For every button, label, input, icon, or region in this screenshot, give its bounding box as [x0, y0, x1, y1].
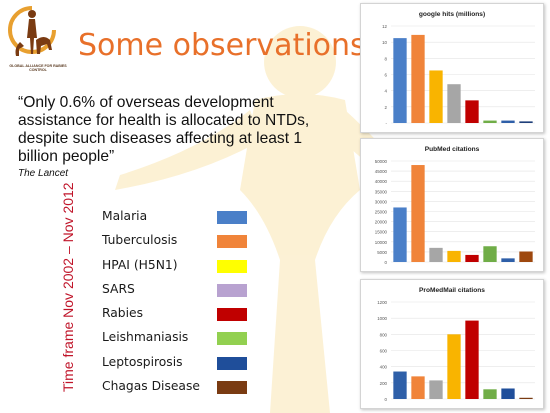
bar-leishmaniasis: [483, 120, 497, 123]
y-tick-label: 45000: [375, 169, 388, 174]
legend-swatch: [217, 283, 247, 297]
legend-swatch: [217, 235, 247, 249]
legend-swatch: [217, 259, 247, 273]
bar-tuberculosis: [411, 165, 425, 262]
y-tick-label: 20000: [375, 220, 388, 225]
chart-title: ProMedMail citations: [419, 287, 485, 294]
chart-title: google hits (millions): [419, 11, 485, 18]
bar-rabies: [465, 320, 479, 399]
y-tick-label: 25000: [375, 210, 388, 215]
y-tick-label: 2: [385, 105, 388, 110]
y-tick-label: 40000: [375, 179, 388, 184]
google-hits-chart: google hits (millions) - 2 4 6 8 10 12: [360, 3, 544, 133]
bar-rabies: [465, 100, 479, 123]
y-tick-label: 800: [380, 332, 388, 337]
y-tick-label: 0: [385, 397, 388, 402]
y-tick-label: 200: [380, 381, 388, 386]
bar-chagas-disease: [519, 251, 533, 262]
y-tick-label: 8: [385, 56, 388, 61]
y-tick-label: 12: [382, 24, 387, 29]
y-tick-label: 35000: [375, 189, 388, 194]
y-tick-label: 15000: [375, 230, 388, 235]
bar-tuberculosis: [411, 376, 425, 399]
bar-hpai-h5n1-: [429, 247, 443, 262]
chart-svg: PubMed citations 0 5000 10000 15000 20000 2500…: [375, 146, 535, 265]
bar-leptospirosis: [501, 120, 515, 123]
legend-label: Rabies: [102, 306, 144, 321]
gates-rabies-logo: GLOBAL ALLIANCE FOR RABIES CONTROL: [6, 4, 67, 78]
chart-svg: ProMedMail citations 0 200 400 600 800 1000 120…: [377, 287, 535, 402]
legend-label: Leptospirosis: [102, 354, 183, 369]
legend-label: Tuberculosis: [102, 233, 178, 248]
legend-label: SARS: [102, 281, 135, 296]
y-tick-label: 50000: [375, 159, 388, 164]
bar-chagas-disease: [519, 121, 533, 123]
bar-leptospirosis: [501, 258, 515, 262]
chart-svg: google hits (millions) - 2 4 6 8 10 12: [382, 11, 535, 126]
pubmed-citations-chart: PubMed citations 0 5000 10000 15000 20000 2500…: [360, 138, 544, 272]
y-tick-label: 30000: [375, 199, 388, 204]
bar-tuberculosis: [411, 34, 425, 124]
quote-source: The Lancet: [18, 168, 69, 179]
bar-malaria: [393, 38, 407, 123]
promedmail-citations-chart: ProMedMail citations 0 200 400 600 800 1000 120…: [360, 279, 544, 409]
legend-label: Malaria: [102, 209, 148, 223]
legend-swatch: [217, 332, 247, 346]
y-tick-label: -: [386, 121, 388, 126]
chart-title: PubMed citations: [425, 146, 480, 153]
bar-malaria: [393, 207, 407, 262]
y-tick-label: 400: [380, 365, 388, 370]
bar-hpai-h5n1-: [429, 380, 443, 399]
bar-leishmaniasis: [483, 389, 497, 399]
logo-text: GLOBAL ALLIANCE FOR RABIES CONTROL: [9, 64, 67, 73]
y-tick-label: 10000: [375, 240, 388, 245]
bar-hpai-h5n1-: [429, 70, 443, 123]
legend-label: HPAI (H5N1): [102, 257, 178, 272]
legend-swatch: [217, 211, 247, 224]
legend-label: Chagas Disease: [102, 379, 200, 394]
bar-leptospirosis: [501, 388, 515, 399]
y-tick-label: 10: [382, 40, 387, 45]
y-tick-label: 6: [385, 73, 388, 78]
slide-title: Some observations: [78, 28, 366, 63]
bar-chagas-disease: [519, 397, 533, 399]
bar-sars: [447, 334, 461, 399]
quote-text: “Only 0.6% of overseas development assis…: [18, 94, 310, 165]
y-tick-label: 1000: [377, 316, 387, 321]
timeframe-label: Time frame Nov 2002 – Nov 2012: [60, 182, 76, 392]
y-tick-label: 600: [380, 349, 388, 354]
y-tick-label: 1200: [377, 300, 387, 305]
y-tick-label: 5000: [377, 250, 387, 255]
legend-label: Leishmaniasis: [102, 330, 189, 345]
bar-leishmaniasis: [483, 246, 497, 262]
y-tick-label: 0: [385, 260, 388, 265]
bar-sars: [447, 84, 461, 123]
bar-rabies: [465, 254, 479, 262]
legend-swatch: [217, 356, 247, 370]
bar-sars: [447, 250, 461, 262]
legend-swatch: [217, 308, 247, 322]
bar-malaria: [393, 371, 407, 399]
legend-swatch: [217, 381, 247, 395]
y-tick-label: 4: [385, 89, 388, 94]
